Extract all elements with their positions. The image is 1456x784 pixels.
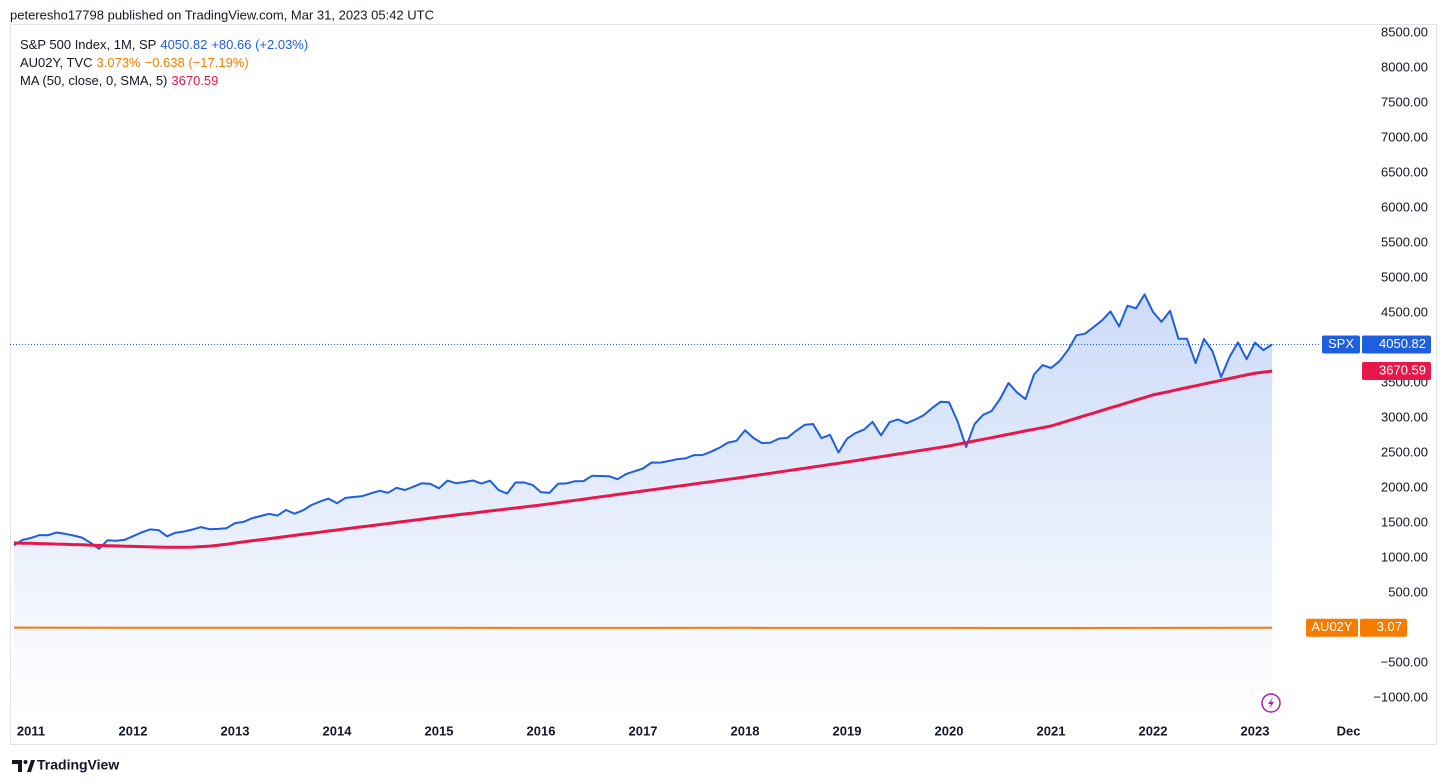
y-tick-label: 3000.00 bbox=[1381, 409, 1428, 424]
lightning-icon[interactable] bbox=[1261, 693, 1281, 713]
y-tick-label: 6500.00 bbox=[1381, 164, 1428, 179]
brand-logo bbox=[12, 760, 35, 772]
x-tick-label: 2012 bbox=[119, 723, 148, 738]
y-tick-label: 5500.00 bbox=[1381, 234, 1428, 249]
x-tick-label: 2018 bbox=[731, 723, 760, 738]
badge-bg bbox=[1306, 618, 1358, 637]
x-tick-label: 2021 bbox=[1037, 723, 1066, 738]
y-tick-label: 7000.00 bbox=[1381, 129, 1428, 144]
y-tick-label: 2500.00 bbox=[1381, 444, 1428, 459]
x-tick-label: 2022 bbox=[1139, 723, 1168, 738]
legend-name: S&P 500 Index, 1M, SP bbox=[20, 37, 156, 52]
legend-spx: S&P 500 Index, 1M, SP 4050.82 +80.66 (+2.0… bbox=[20, 37, 308, 52]
badge-bg bbox=[1322, 335, 1360, 354]
y-tick-label: 8500.00 bbox=[1381, 24, 1428, 39]
x-tick-label: 2016 bbox=[527, 723, 556, 738]
x-tick-label: 2013 bbox=[221, 723, 250, 738]
y-tick-label: 1000.00 bbox=[1381, 549, 1428, 564]
y-tick-label: 8000.00 bbox=[1381, 59, 1428, 74]
x-tick-label: 2019 bbox=[833, 723, 862, 738]
publish-note: peteresho17798 published on TradingView.… bbox=[10, 7, 434, 22]
legend-value: 3.073% bbox=[97, 55, 142, 70]
badge-bg bbox=[1362, 335, 1431, 354]
badge-bg bbox=[1360, 618, 1407, 637]
y-tick-label: 6000.00 bbox=[1381, 199, 1428, 214]
y-tick-label: 2000.00 bbox=[1381, 479, 1428, 494]
legend-name: AU02Y, TVC bbox=[20, 55, 93, 70]
legend-ma: MA (50, close, 0, SMA, 5) 3670.59 bbox=[20, 73, 218, 88]
badge-value: 4050.82 bbox=[1379, 336, 1426, 351]
y-tick-label: −1000.00 bbox=[1373, 689, 1428, 704]
x-tick-label: 2023 bbox=[1241, 723, 1270, 738]
legend-change: +80.66 (+2.03%) bbox=[211, 37, 308, 52]
area bbox=[14, 294, 1273, 718]
plot bbox=[13, 293, 1273, 718]
x-tick-label: 2017 bbox=[629, 723, 658, 738]
badge-value: 3.07 bbox=[1377, 619, 1402, 634]
brand-name: TradingView bbox=[37, 757, 119, 773]
legend-au02y: AU02Y, TVC 3.073% −0.638 (−17.19%) bbox=[20, 55, 249, 70]
legend-name: MA (50, close, 0, SMA, 5) bbox=[20, 73, 167, 88]
badge-value: 3670.59 bbox=[1379, 362, 1426, 377]
series-line bbox=[13, 369, 1273, 549]
badge-label: AU02Y bbox=[1311, 619, 1353, 634]
badge-label: SPX bbox=[1328, 336, 1354, 351]
y-tick-label: 500.00 bbox=[1388, 584, 1428, 599]
y-tick-label: 5000.00 bbox=[1381, 269, 1428, 284]
legend-value: 4050.82 bbox=[160, 37, 207, 52]
y-tick-label: 4500.00 bbox=[1381, 304, 1428, 319]
y-tick-label: 1500.00 bbox=[1381, 514, 1428, 529]
legend-change: −0.638 (−17.19%) bbox=[145, 55, 249, 70]
y-tick-label: −500.00 bbox=[1381, 654, 1428, 669]
series-line bbox=[13, 293, 1273, 550]
x-tick-label: 2015 bbox=[425, 723, 454, 738]
y-tick-label: 7500.00 bbox=[1381, 94, 1428, 109]
badge-bg bbox=[1362, 362, 1431, 381]
x-tick-label: Dec bbox=[1337, 723, 1361, 738]
legend-value: 3670.59 bbox=[171, 73, 218, 88]
chart-frame bbox=[10, 24, 1437, 745]
x-tick-label: 2011 bbox=[17, 723, 45, 738]
x-tick-label: 2020 bbox=[935, 723, 964, 738]
x-tick-label: 2014 bbox=[323, 723, 353, 738]
